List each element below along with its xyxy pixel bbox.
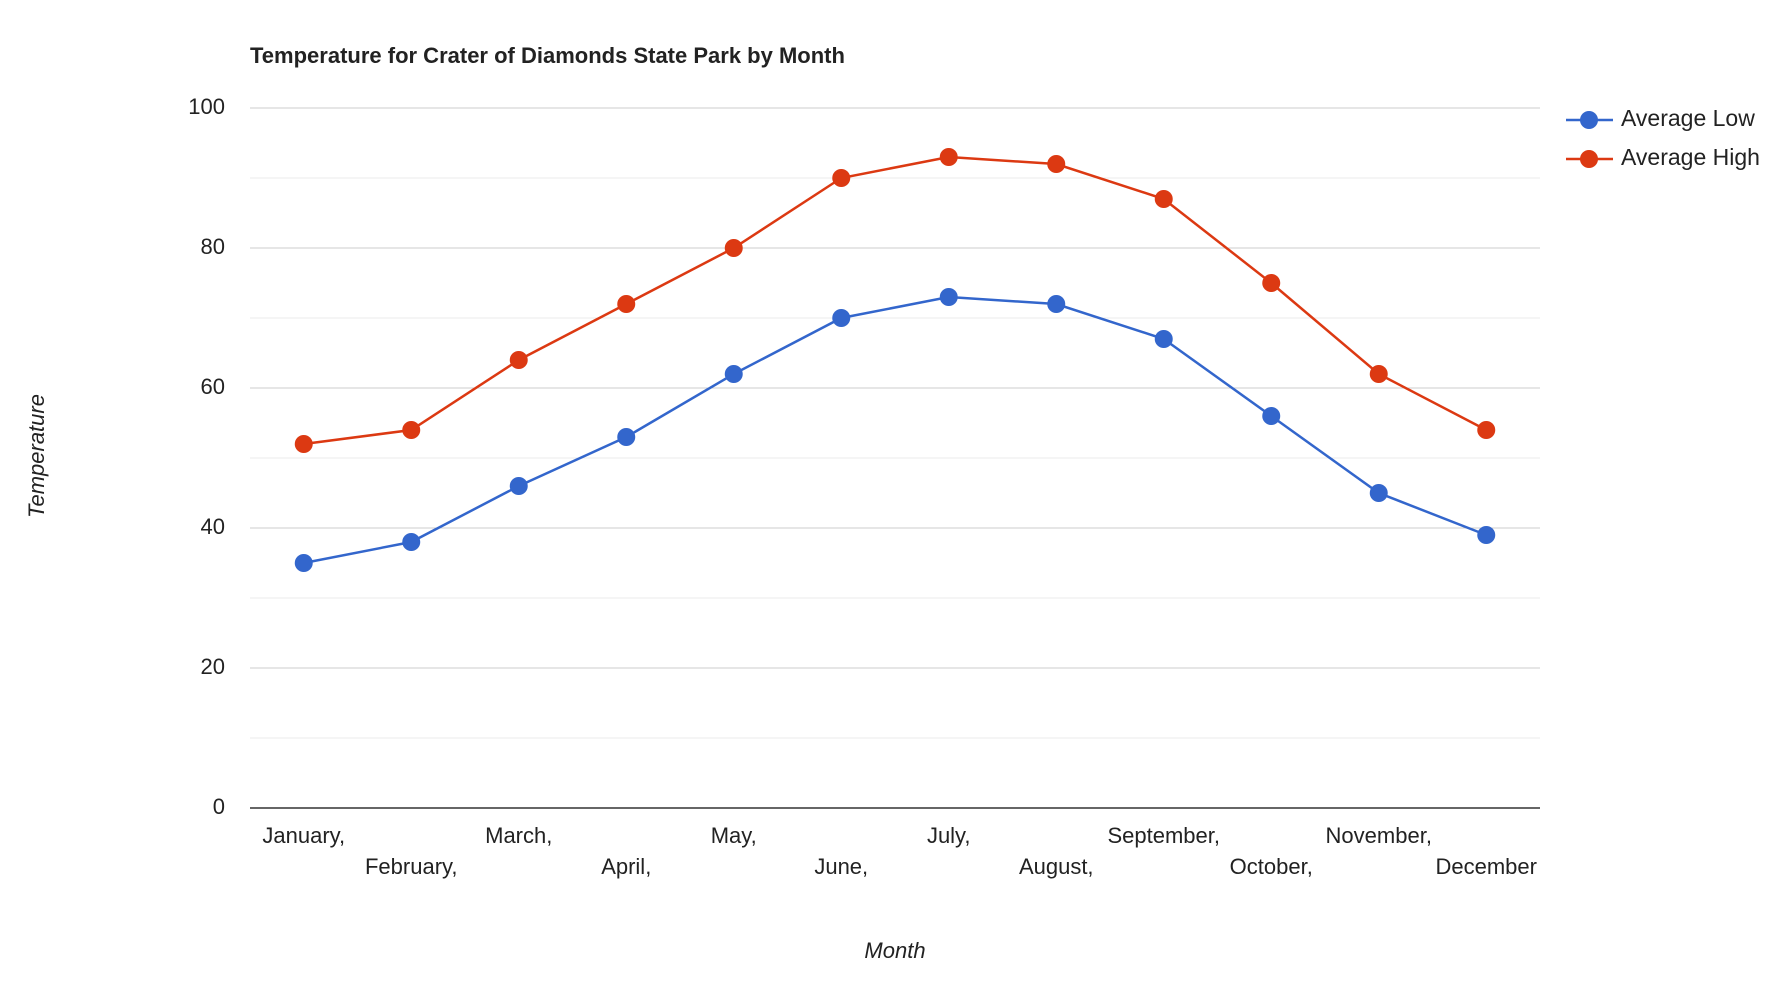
y-tick-label: 20	[201, 654, 225, 679]
legend-marker	[1580, 150, 1598, 168]
x-tick-label: March,	[485, 823, 552, 848]
y-tick-label: 0	[213, 794, 225, 819]
data-point	[1369, 484, 1388, 502]
x-axis-title: Month	[864, 938, 925, 963]
y-axis-title: Temperature	[24, 394, 49, 518]
data-point	[1262, 274, 1281, 292]
x-tick-label: September,	[1107, 823, 1220, 848]
y-tick-label: 40	[201, 514, 225, 539]
data-point	[509, 477, 528, 495]
data-point	[294, 554, 313, 572]
data-point	[1154, 190, 1173, 208]
chart-title: Temperature for Crater of Diamonds State…	[250, 43, 845, 68]
series-line	[303, 295, 1487, 565]
data-point	[1477, 421, 1496, 439]
data-point	[509, 351, 528, 369]
data-point	[724, 365, 743, 383]
y-tick-label: 60	[201, 374, 225, 399]
x-tick-label: June,	[814, 854, 868, 879]
data-point	[1047, 295, 1066, 313]
data-point	[1154, 330, 1173, 348]
series-line	[303, 155, 1487, 446]
data-point	[832, 169, 851, 187]
data-point	[402, 421, 421, 439]
legend-label: Average High	[1621, 144, 1760, 170]
data-point	[939, 288, 958, 306]
x-tick-label: December	[1436, 854, 1537, 879]
x-tick-label: August,	[1019, 854, 1094, 879]
x-tick-label: April,	[601, 854, 651, 879]
data-point	[402, 533, 421, 551]
data-point	[617, 428, 636, 446]
data-point	[939, 148, 958, 166]
y-tick-label: 80	[201, 234, 225, 259]
x-tick-label: October,	[1230, 854, 1313, 879]
x-tick-label: January,	[262, 823, 345, 848]
legend-marker	[1580, 111, 1598, 129]
data-point	[1477, 526, 1496, 544]
data-point	[294, 435, 313, 453]
data-point	[1047, 155, 1066, 173]
data-point	[724, 239, 743, 257]
x-tick-label: July,	[927, 823, 971, 848]
data-point	[1262, 407, 1281, 425]
data-point	[832, 309, 851, 327]
data-point	[617, 295, 636, 313]
data-point	[1369, 365, 1388, 383]
x-tick-label: November,	[1326, 823, 1432, 848]
x-tick-label: February,	[365, 854, 458, 879]
x-tick-label: May,	[711, 823, 757, 848]
y-tick-label: 100	[188, 94, 225, 119]
legend-label: Average Low	[1621, 105, 1755, 131]
